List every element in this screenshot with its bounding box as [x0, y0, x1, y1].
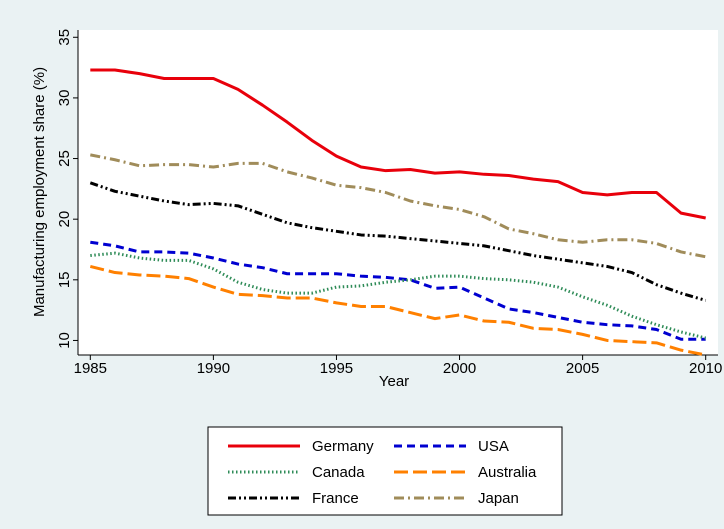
legend-label: France [312, 490, 359, 507]
x-tick-label: 1990 [197, 360, 230, 377]
x-tick-label: 1985 [74, 360, 107, 377]
y-tick-label: 10 [56, 332, 73, 349]
line-series [90, 251, 707, 340]
y-axis-title: Manufacturing employment share (%) [31, 67, 48, 317]
x-tick-label: 2005 [566, 360, 599, 377]
line-series [89, 265, 706, 357]
plot-area [78, 30, 718, 355]
line-series [90, 240, 706, 341]
x-tick-label: 2000 [443, 360, 476, 377]
legend-label: Germany [312, 438, 374, 455]
line-series [89, 181, 707, 302]
legend-label: Australia [478, 464, 537, 481]
line-series [90, 153, 706, 259]
legend-label: Canada [312, 464, 365, 481]
legend-label: USA [478, 438, 509, 455]
y-tick-label: 30 [56, 90, 73, 107]
y-tick-label: 35 [56, 29, 73, 46]
x-axis-title: Year [379, 373, 409, 390]
line-series [90, 68, 706, 220]
x-tick-label: 1995 [320, 360, 353, 377]
y-tick-label: 15 [56, 271, 73, 288]
legend-label: Japan [478, 490, 519, 507]
legend [207, 426, 563, 516]
x-tick-label: 2010 [689, 360, 722, 377]
y-tick-label: 20 [56, 211, 73, 228]
y-tick-label: 25 [56, 150, 73, 167]
